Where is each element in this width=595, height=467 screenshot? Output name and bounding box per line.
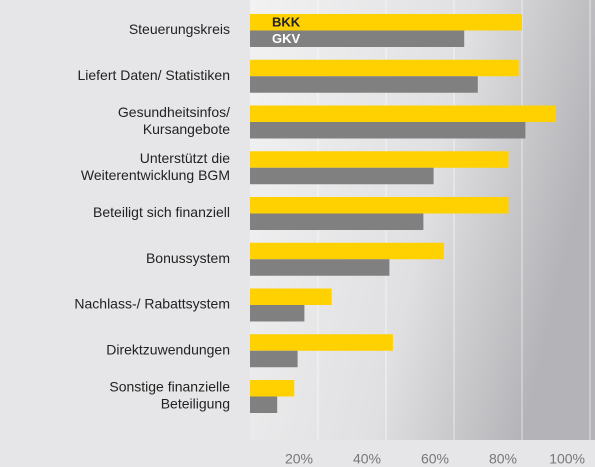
category-label: Gesundheitsinfos/ xyxy=(118,104,230,120)
bar xyxy=(250,167,434,185)
category-label: Liefert Daten/ Statistiken xyxy=(77,67,230,83)
bar xyxy=(250,105,556,122)
bar xyxy=(250,380,295,397)
legend-label: GKV xyxy=(272,31,301,46)
bar xyxy=(250,259,390,276)
x-tick-label: 100% xyxy=(549,451,585,467)
bar xyxy=(250,30,465,47)
bar xyxy=(250,151,509,168)
bar xyxy=(250,350,298,368)
bar xyxy=(250,213,424,230)
x-tick-label: 60% xyxy=(421,451,449,467)
bar xyxy=(250,122,526,139)
category-label: Unterstützt die xyxy=(140,150,230,166)
category-label: Weiterentwicklung BGM xyxy=(81,167,230,183)
legend-label: BKK xyxy=(272,15,301,30)
bar xyxy=(250,288,332,305)
bar xyxy=(250,14,522,31)
category-label: Beteiligt sich finanziell xyxy=(93,204,230,220)
x-tick-label: 40% xyxy=(353,451,381,467)
bar xyxy=(250,305,305,322)
bar xyxy=(250,334,393,351)
category-label: Direktzuwendungen xyxy=(106,341,230,357)
category-label: Steuerungskreis xyxy=(129,21,230,37)
category-label: Beteiligung xyxy=(161,396,230,412)
bar xyxy=(250,59,519,77)
bar xyxy=(250,396,278,413)
x-tick-label: 80% xyxy=(489,451,517,467)
bar xyxy=(250,76,478,93)
category-label: Sonstige finanzielle xyxy=(109,379,230,395)
category-label: Bonussystem xyxy=(146,250,230,266)
x-tick-label: 20% xyxy=(285,451,313,467)
category-label: Nachlass-/ Rabattsystem xyxy=(74,296,230,312)
bar xyxy=(250,242,444,260)
category-label: Kursangebote xyxy=(143,121,230,137)
bar xyxy=(250,197,509,214)
